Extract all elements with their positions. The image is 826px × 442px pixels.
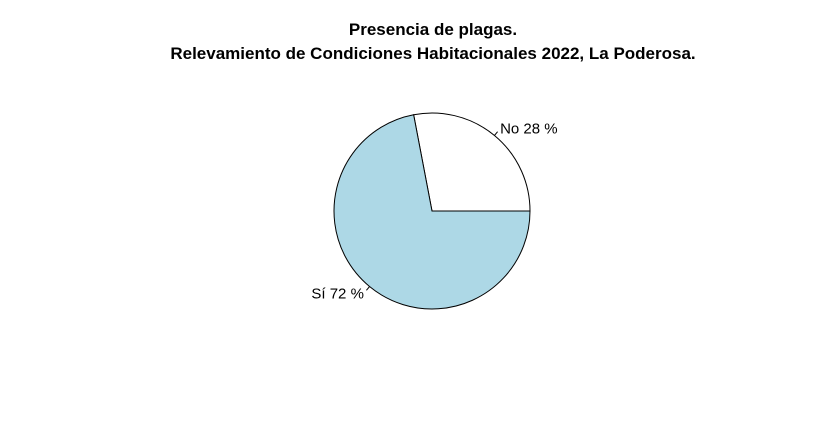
pie-slice-0 <box>413 112 531 212</box>
pie-leader-line-0 <box>494 131 498 136</box>
chart-subtitle: Relevamiento de Condiciones Habitacional… <box>170 44 695 63</box>
pie-slice-label-0: No 28 % <box>500 121 558 138</box>
pie-slices <box>333 112 531 310</box>
chart-title: Presencia de plagas. <box>349 20 517 39</box>
pie-leader-line-1 <box>366 286 370 291</box>
pie-slice-label-1: Sí 72 % <box>311 285 364 302</box>
pie-labels: No 28 % Sí 72 % <box>311 121 557 303</box>
